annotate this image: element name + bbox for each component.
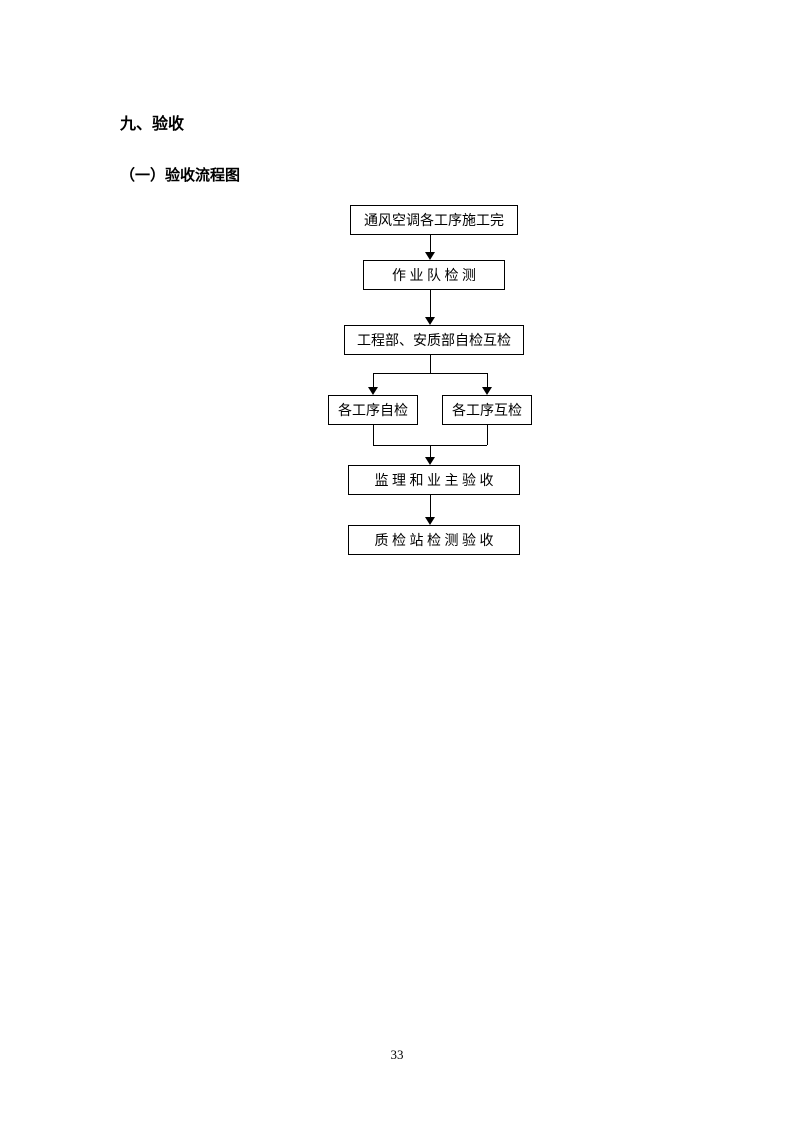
- page-content: 九、验收 （一）验收流程图 通风空调各工序施工完作 业 队 检 测工程部、安质部…: [0, 0, 794, 625]
- flowchart-node: 作 业 队 检 测: [363, 260, 505, 290]
- flowchart-node: 通风空调各工序施工完: [350, 205, 518, 235]
- section-heading: 九、验收: [120, 110, 674, 134]
- flowchart-node: 工程部、安质部自检互检: [344, 325, 524, 355]
- subsection-heading: （一）验收流程图: [120, 164, 674, 185]
- arrow-head-icon: [482, 387, 492, 395]
- arrow-head-icon: [425, 317, 435, 325]
- flowchart-node: 质 检 站 检 测 验 收: [348, 525, 520, 555]
- flowchart-node: 各工序自检: [328, 395, 418, 425]
- arrow-head-icon: [425, 252, 435, 260]
- flowchart-edge: [373, 373, 487, 374]
- flowchart-edge: [430, 235, 431, 252]
- arrow-head-icon: [425, 457, 435, 465]
- flowchart: 通风空调各工序施工完作 业 队 检 测工程部、安质部自检互检各工序自检各工序互检…: [120, 205, 674, 625]
- arrow-head-icon: [425, 517, 435, 525]
- flowchart-edge: [430, 355, 431, 373]
- flowchart-edge: [373, 373, 374, 387]
- flowchart-edge: [430, 445, 431, 457]
- flowchart-node: 各工序互检: [442, 395, 532, 425]
- flowchart-node: 监 理 和 业 主 验 收: [348, 465, 520, 495]
- page-number: 33: [0, 1047, 794, 1063]
- flowchart-edge: [430, 290, 431, 317]
- flowchart-edge: [430, 495, 431, 517]
- flowchart-edge: [487, 425, 488, 445]
- flowchart-edge: [487, 373, 488, 387]
- flowchart-edge: [373, 425, 374, 445]
- arrow-head-icon: [368, 387, 378, 395]
